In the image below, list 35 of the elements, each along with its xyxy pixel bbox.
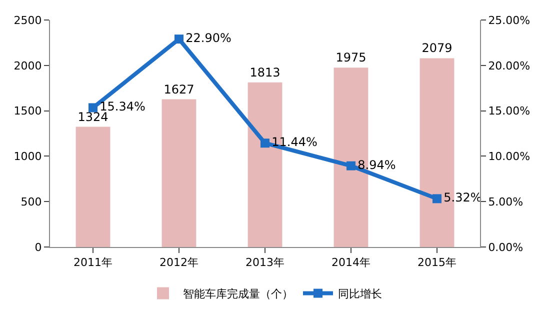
- y-tick-label: 1000: [14, 150, 42, 164]
- x-tick-label: 2013年: [246, 256, 284, 270]
- data-label: 11.44%: [272, 135, 318, 150]
- data-label: 8.94%: [358, 158, 396, 172]
- bar: [76, 126, 110, 247]
- y2-tick-label: 0.00%: [488, 240, 524, 254]
- y-tick-label: 2000: [14, 59, 42, 72]
- data-label: 1627: [164, 82, 194, 96]
- point: [432, 194, 442, 204]
- x-tick-label: 2015年: [418, 256, 456, 270]
- y2-tick-label: 5.00%: [488, 195, 524, 208]
- data-label: 1324: [78, 110, 108, 124]
- data-label: 5.32%: [444, 190, 482, 205]
- data-label: 1975: [336, 50, 366, 65]
- y-tick-label: 500: [20, 195, 42, 208]
- data-label: 2079: [422, 41, 452, 56]
- x-tick-label: 2011年: [74, 256, 112, 270]
- y2-tick-label: 20.00%: [488, 59, 530, 72]
- y-tick-label: 1500: [14, 104, 42, 118]
- point: [346, 161, 356, 170]
- y2-tick-label: 25.00%: [488, 14, 530, 27]
- legend-label: 智能车库完成量（个）: [183, 288, 293, 301]
- y-tick-label: 0: [34, 240, 42, 254]
- data-label: 1813: [250, 65, 280, 80]
- legend-label: 同比增长: [338, 288, 382, 301]
- x-tick-label: 2014年: [332, 256, 370, 270]
- point: [260, 138, 270, 148]
- data-label: 22.90%: [186, 31, 232, 46]
- y2-tick-label: 15.00%: [488, 104, 530, 118]
- y2-tick-label: 10.00%: [488, 150, 530, 164]
- bar: [162, 99, 196, 247]
- point: [174, 34, 184, 44]
- point: [88, 103, 98, 112]
- y-tick-label: 2500: [14, 14, 42, 27]
- x-tick-label: 2012年: [160, 256, 198, 270]
